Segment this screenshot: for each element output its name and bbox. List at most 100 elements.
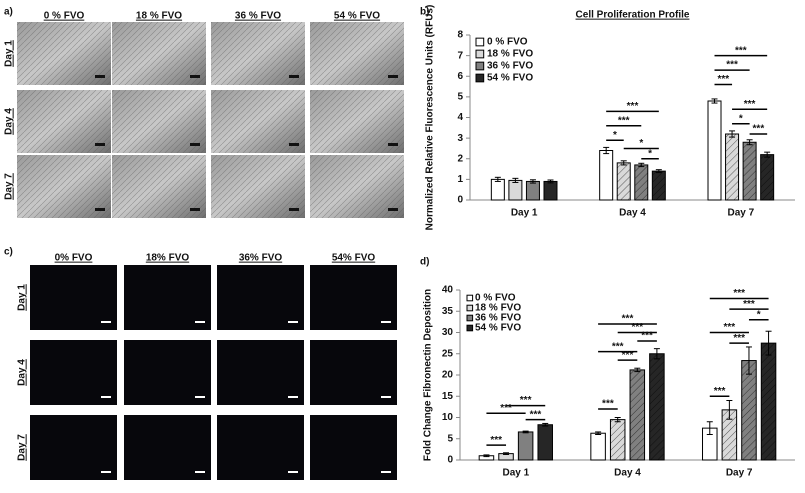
significance-label: *** bbox=[733, 288, 745, 299]
bar bbox=[537, 424, 553, 461]
legend-label: 0 % FVO bbox=[487, 37, 528, 48]
row-label: Day 1 bbox=[17, 284, 28, 311]
scale-bar bbox=[190, 208, 200, 211]
fluorescence-image bbox=[30, 415, 117, 480]
error-bar bbox=[745, 346, 752, 375]
scale-bar bbox=[195, 321, 205, 323]
bar-hatch bbox=[634, 164, 648, 200]
error-bar bbox=[765, 330, 772, 356]
row-label: Day 7 bbox=[17, 434, 28, 461]
significance-label: *** bbox=[743, 299, 755, 310]
x-tick-label: Day 7 bbox=[726, 468, 753, 479]
scale-bar bbox=[101, 471, 111, 473]
image-texture bbox=[112, 22, 206, 85]
legend-label: 36 % FVO bbox=[475, 313, 521, 324]
error-bar bbox=[729, 130, 736, 138]
error-bar bbox=[706, 421, 713, 435]
error-bar bbox=[483, 454, 490, 458]
x-tick-label: Day 1 bbox=[502, 468, 529, 479]
image-texture bbox=[17, 90, 111, 153]
image-texture bbox=[211, 22, 305, 85]
significance-label: *** bbox=[631, 322, 643, 333]
scale-bar bbox=[195, 396, 205, 398]
scale-bar bbox=[388, 208, 398, 211]
scale-bar bbox=[190, 143, 200, 146]
error-bar bbox=[653, 348, 660, 360]
scale-bar bbox=[289, 208, 299, 211]
legend-swatch bbox=[466, 294, 474, 302]
y-tick-label: 20 bbox=[442, 370, 454, 381]
legend-label: 36 % FVO bbox=[487, 61, 533, 72]
legend-label: 18 % FVO bbox=[487, 49, 533, 60]
image-texture bbox=[17, 22, 111, 85]
legend-swatch bbox=[475, 37, 485, 47]
bar-hatch bbox=[743, 142, 757, 200]
column-label: 54 % FVO bbox=[334, 11, 380, 22]
significance-label: *** bbox=[520, 395, 532, 406]
error-bar bbox=[726, 400, 733, 420]
legend-swatch bbox=[466, 304, 474, 312]
y-tick-label: 35 bbox=[442, 306, 454, 317]
x-tick-label: Day 1 bbox=[511, 208, 538, 219]
significance-label: * bbox=[757, 309, 761, 320]
bar-hatch bbox=[722, 409, 737, 460]
scale-bar bbox=[288, 471, 298, 473]
bar-hatch bbox=[617, 162, 631, 200]
image-texture bbox=[310, 90, 404, 153]
error-bar bbox=[547, 179, 554, 184]
error-bar bbox=[638, 162, 645, 168]
error-bar bbox=[529, 179, 536, 184]
image-texture bbox=[112, 155, 206, 218]
y-tick-label: 1 bbox=[457, 174, 463, 185]
scale-bar bbox=[288, 396, 298, 398]
x-tick-label: Day 4 bbox=[614, 468, 641, 479]
y-axis-label: Fold Change Fibronectin Deposition bbox=[423, 289, 434, 461]
bar-hatch bbox=[610, 419, 625, 460]
bar bbox=[590, 432, 606, 461]
y-tick-label: 8 bbox=[457, 30, 463, 41]
fluorescence-image bbox=[310, 265, 397, 330]
significance-label: *** bbox=[714, 386, 726, 397]
y-tick-label: 6 bbox=[457, 71, 463, 82]
significance-label: *** bbox=[618, 115, 630, 126]
bar bbox=[490, 178, 505, 201]
scale-bar bbox=[101, 396, 111, 398]
image-texture bbox=[211, 155, 305, 218]
row-label: Day 7 bbox=[4, 173, 15, 200]
legend-label: 0 % FVO bbox=[475, 293, 516, 304]
bar-hatch bbox=[649, 353, 665, 460]
significance-label: *** bbox=[622, 350, 634, 361]
significance-label: * bbox=[648, 148, 652, 159]
scale-bar bbox=[190, 75, 200, 78]
bar-hatch bbox=[741, 360, 757, 460]
y-tick-label: 15 bbox=[442, 391, 454, 402]
y-tick-label: 3 bbox=[457, 133, 463, 144]
column-label: 36% FVO bbox=[239, 253, 283, 264]
error-bar bbox=[494, 176, 501, 182]
y-tick-label: 5 bbox=[447, 433, 453, 444]
error-bar bbox=[603, 146, 610, 155]
error-bar bbox=[746, 139, 753, 146]
significance-label: *** bbox=[622, 314, 634, 325]
scale-bar bbox=[381, 471, 391, 473]
legend-label: 54 % FVO bbox=[475, 323, 521, 334]
fluorescence-image bbox=[30, 265, 117, 330]
bar-hatch bbox=[725, 134, 739, 200]
panel-label: c) bbox=[4, 247, 13, 258]
significance-label: *** bbox=[500, 403, 512, 414]
y-tick-label: 10 bbox=[442, 412, 454, 423]
error-bar bbox=[711, 98, 718, 104]
column-label: 0 % FVO bbox=[44, 11, 85, 22]
chart-title: Cell Proliferation Profile bbox=[576, 10, 690, 21]
legend-swatch bbox=[466, 324, 474, 332]
row-label: Day 4 bbox=[4, 108, 15, 135]
significance-label: *** bbox=[724, 322, 736, 333]
column-label: 0% FVO bbox=[55, 253, 93, 264]
legend-swatch bbox=[475, 73, 485, 83]
significance-label: *** bbox=[530, 409, 542, 420]
bar-hatch bbox=[760, 154, 774, 200]
bar bbox=[525, 180, 540, 201]
legend-swatch bbox=[466, 314, 474, 322]
y-tick-label: 0 bbox=[457, 195, 463, 206]
